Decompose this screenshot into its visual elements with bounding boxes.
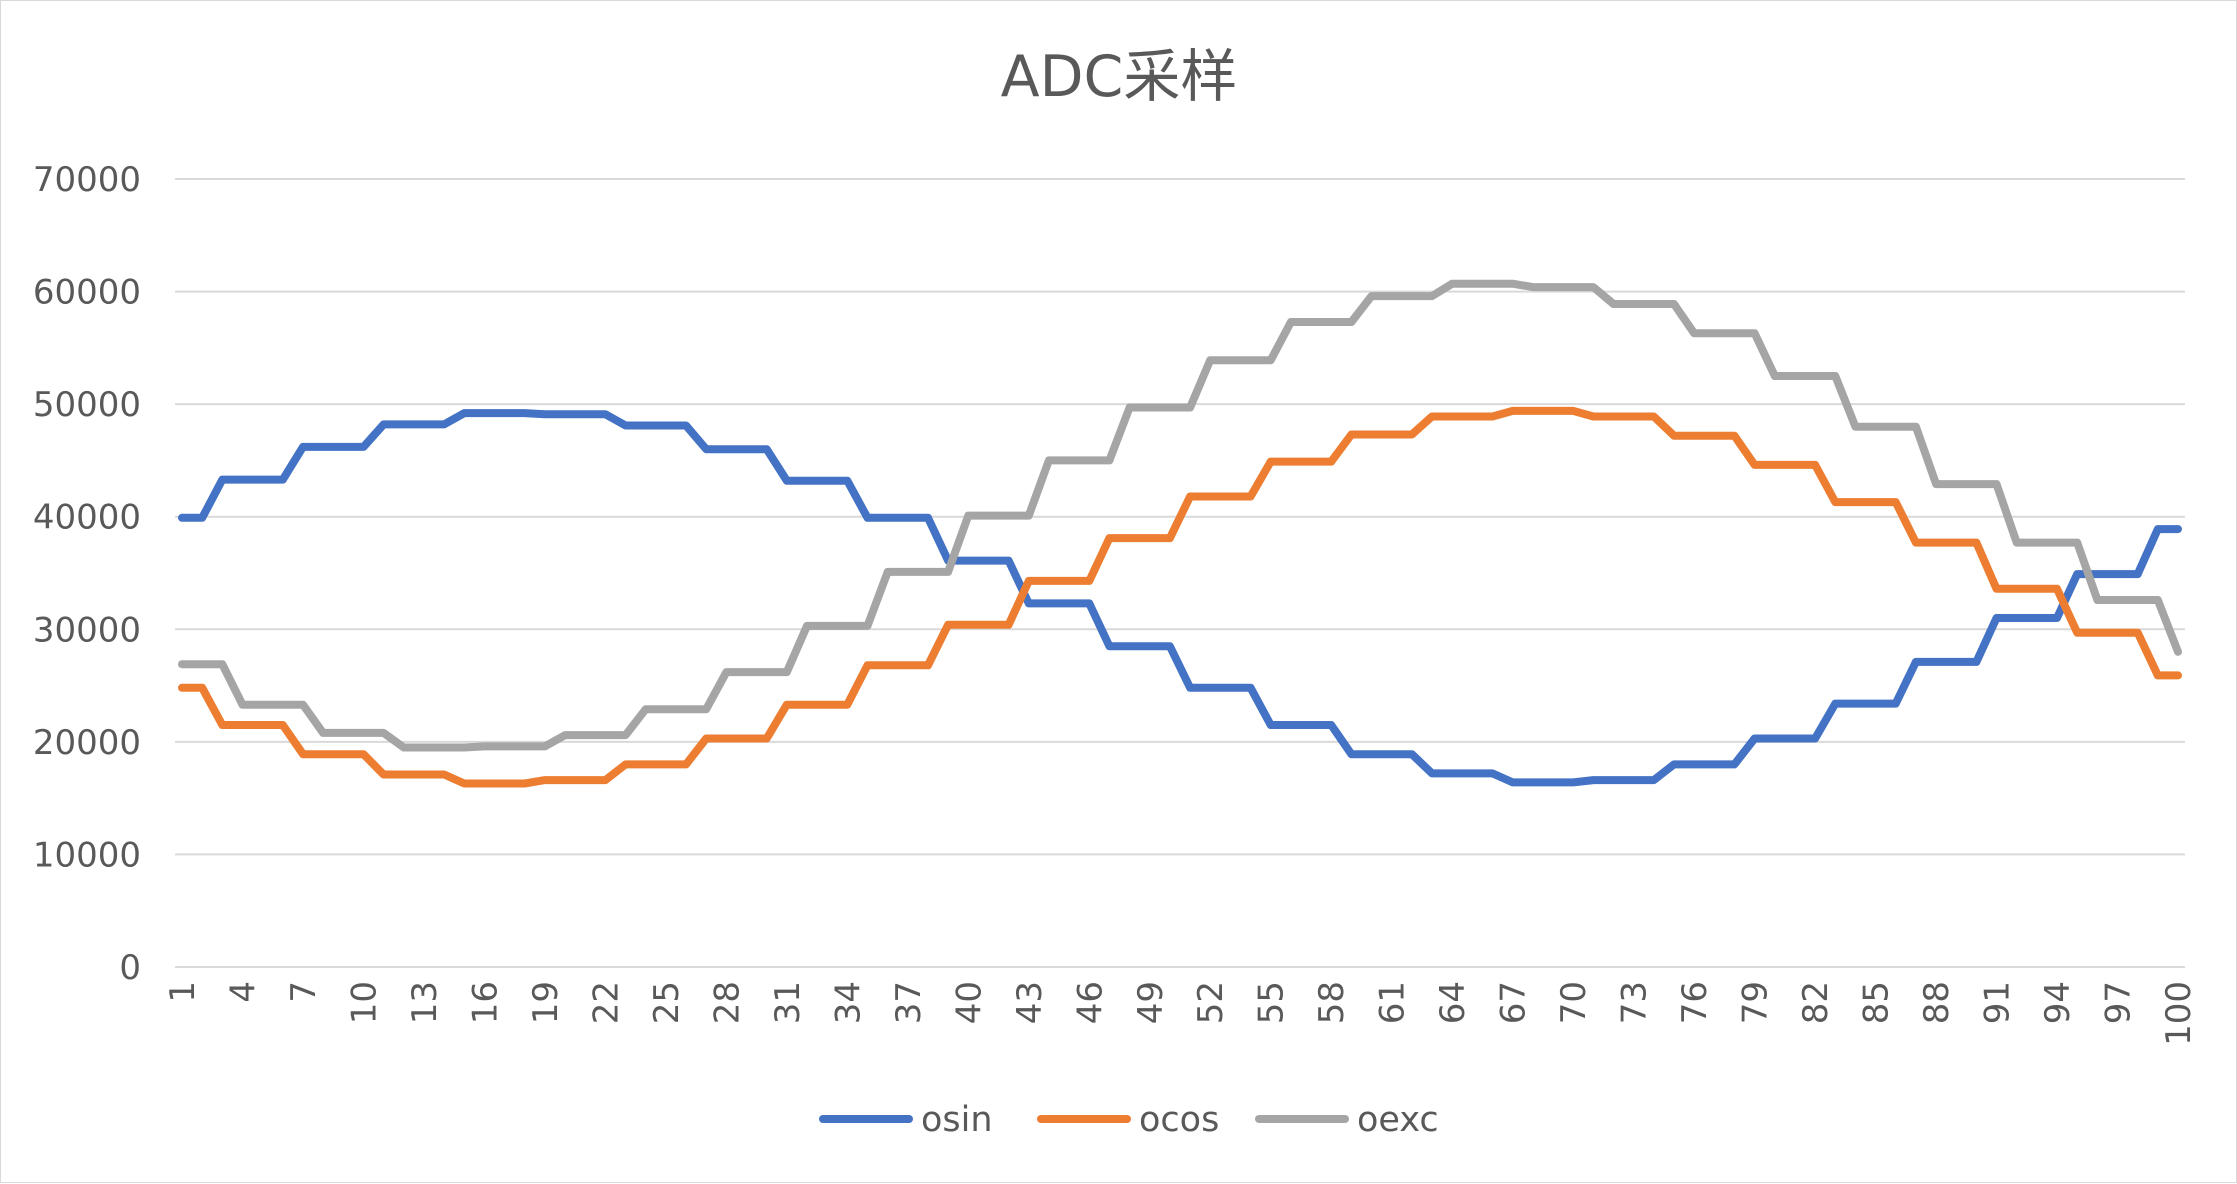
x-tick-label: 4	[223, 981, 263, 1003]
x-tick-label: 73	[1615, 981, 1655, 1024]
chart-title: ADC采样	[1001, 44, 1238, 110]
y-tick-label: 70000	[33, 160, 141, 200]
x-axis-ticks: 1 4 7 10 13 16 19 22 25 28 31 34 37 40 43 46 49 52 55 58 61 6…	[163, 981, 2199, 1046]
x-tick-label: 97	[2099, 981, 2139, 1024]
x-tick-label: 94	[2038, 981, 2078, 1024]
x-tick-label: 82	[1796, 981, 1836, 1024]
y-tick-label: 10000	[33, 835, 141, 875]
x-tick-label: 58	[1312, 981, 1352, 1024]
x-tick-label: 88	[1917, 981, 1957, 1024]
legend-label-oexc: oexc	[1357, 1100, 1439, 1140]
legend: osin ocos oexc	[819, 1100, 1439, 1140]
y-tick-label: 0	[119, 948, 141, 988]
x-tick-label: 25	[647, 981, 687, 1024]
y-axis-ticks: 0 10000 20000 30000 40000 50000 60000 70000	[33, 160, 141, 988]
x-tick-label: 70	[1554, 981, 1594, 1024]
x-tick-label: 34	[828, 981, 868, 1024]
x-tick-label: 61	[1373, 981, 1413, 1024]
x-tick-label: 40	[949, 981, 989, 1024]
x-tick-label: 67	[1494, 981, 1534, 1024]
x-tick-label: 46	[1070, 981, 1110, 1024]
series-lines	[178, 279, 2182, 788]
series-line-osin	[178, 409, 2182, 787]
x-tick-label: 100	[2159, 981, 2199, 1046]
x-tick-label: 31	[768, 981, 808, 1024]
x-tick-label: 28	[707, 981, 747, 1024]
y-tick-label: 60000	[33, 273, 141, 313]
x-tick-label: 91	[1978, 981, 2018, 1024]
y-tick-label: 40000	[33, 498, 141, 538]
legend-label-ocos: ocos	[1139, 1100, 1219, 1140]
y-tick-label: 30000	[33, 610, 141, 650]
x-tick-label: 22	[586, 981, 626, 1024]
x-tick-label: 76	[1675, 981, 1715, 1024]
y-tick-label: 50000	[33, 385, 141, 425]
legend-label-osin: osin	[921, 1100, 993, 1140]
x-tick-label: 52	[1191, 981, 1231, 1024]
x-tick-label: 16	[465, 981, 505, 1024]
x-tick-label: 1	[163, 981, 203, 1003]
y-tick-label: 20000	[33, 723, 141, 763]
x-tick-label: 79	[1736, 981, 1776, 1024]
x-tick-label: 43	[1010, 981, 1050, 1024]
x-tick-label: 7	[284, 981, 324, 1003]
x-tick-label: 19	[526, 981, 566, 1024]
x-tick-label: 13	[405, 981, 445, 1024]
x-tick-label: 10	[344, 981, 384, 1024]
x-tick-label: 37	[889, 981, 929, 1024]
x-tick-label: 49	[1131, 981, 1171, 1024]
gridlines	[175, 178, 2185, 968]
x-tick-label: 64	[1433, 981, 1473, 1024]
x-tick-label: 55	[1252, 981, 1292, 1024]
series-line-ocos	[178, 406, 2182, 788]
series-line-oexc	[178, 279, 2182, 752]
x-tick-label: 85	[1857, 981, 1897, 1024]
